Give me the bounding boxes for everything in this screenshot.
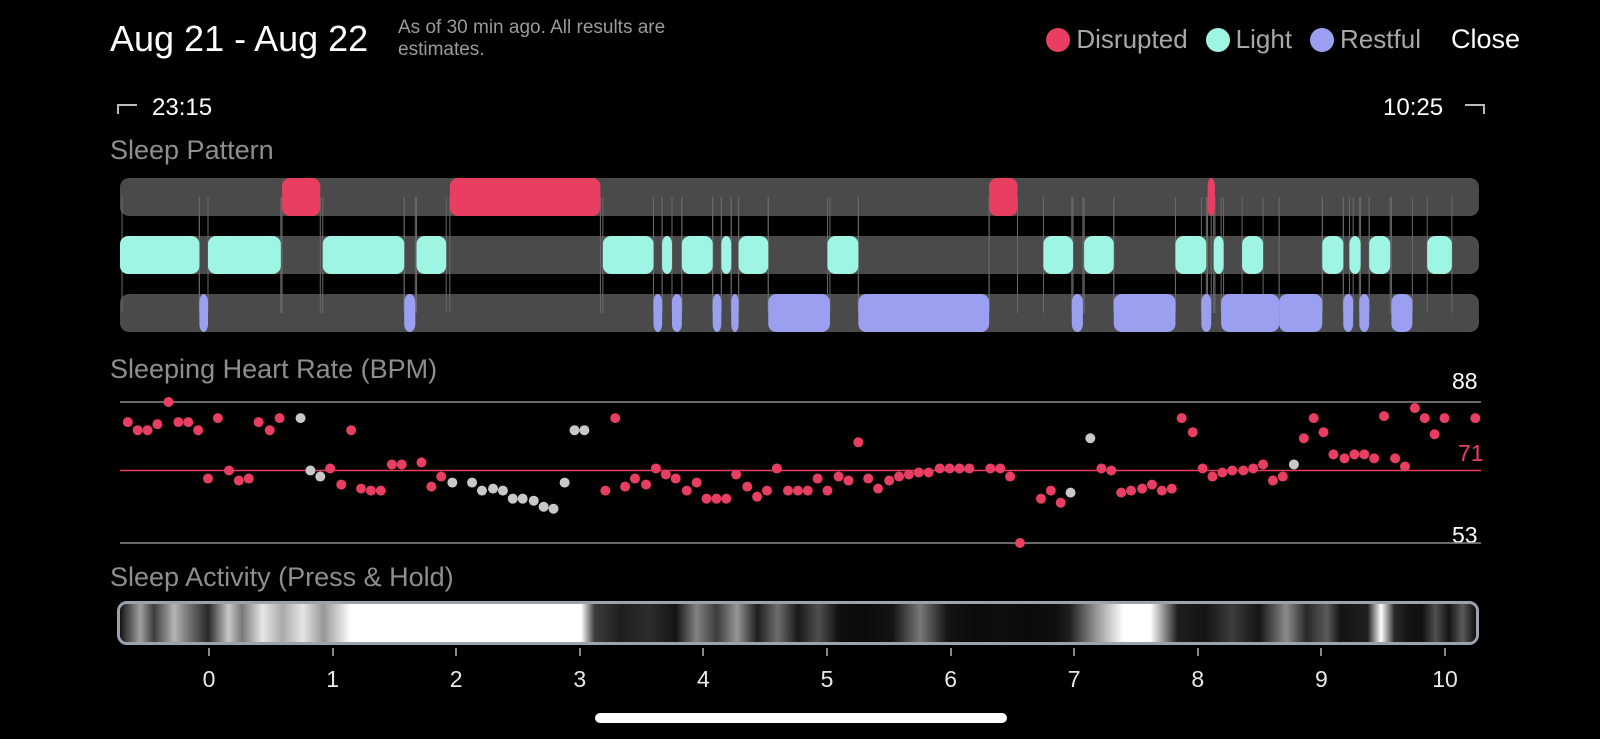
pattern-segment-light[interactable] [662,236,672,274]
pattern-segment-disrupted[interactable] [1207,178,1215,216]
pattern-segment-light[interactable] [1322,236,1344,274]
pattern-segment-restful[interactable] [1071,294,1083,332]
pattern-segment-restful[interactable] [653,294,663,332]
pattern-segment-restful[interactable] [1279,294,1323,332]
hour-tick-label: 3 [573,666,587,692]
hr-max-label: 88 [1452,368,1478,394]
hour-tick-mark [702,648,705,656]
page-title: Aug 21 - Aug 22 [110,18,369,59]
hour-tick-label: 6 [944,666,957,692]
pattern-segment-disrupted[interactable] [449,178,601,216]
pattern-segment-light[interactable] [416,236,447,274]
legend-label-disrupted: Disrupted [1076,24,1188,54]
estimate-note: As of 30 min ago. All results are estima… [398,17,666,60]
pattern-segment-restful[interactable] [712,294,722,332]
pattern-segment-restful[interactable] [1201,294,1212,332]
activity-heatmap[interactable] [120,604,1476,642]
pattern-segment-light[interactable] [721,236,732,274]
pattern-segment-restful[interactable] [1359,294,1370,332]
hour-tick-mark [1320,648,1323,656]
pattern-segment-restful[interactable] [1391,294,1413,332]
hour-tick-mark [455,648,458,656]
hour-tick-label: 4 [696,666,710,692]
close-button[interactable]: Close [1450,24,1520,54]
hour-tick-mark [826,648,828,656]
pattern-segment-restful[interactable] [404,294,416,332]
hour-tick-mark [331,648,334,656]
start-bracket-icon [117,104,137,114]
pattern-segment-light[interactable] [1084,236,1114,274]
pattern-segment-light[interactable] [120,236,200,274]
hour-tick-mark [949,648,952,656]
home-indicator[interactable] [595,713,1007,723]
pattern-segment-light[interactable] [1369,236,1391,274]
pattern-segment-restful[interactable] [199,294,208,332]
pattern-segment-light[interactable] [1175,236,1207,274]
disrupted-swatch [1046,27,1071,52]
pattern-segment-disrupted[interactable] [989,178,1018,216]
hour-tick-mark [578,648,581,656]
pattern-segment-light[interactable] [1349,236,1361,274]
heart-rate-heading: Sleeping Heart Rate (BPM) [110,354,438,384]
pattern-segment-light[interactable] [1427,236,1452,274]
pattern-segment-restful[interactable] [731,294,739,332]
pattern-segment-restful[interactable] [1113,294,1176,332]
hour-tick-mark [1444,648,1446,656]
pattern-segment-light[interactable] [827,236,859,274]
pattern-segment-light[interactable] [1242,236,1264,274]
sleep-activity-heading: Sleep Activity (Press & Hold) [110,562,454,592]
legend-label-restful: Restful [1340,24,1421,54]
hour-tick-label: 5 [820,666,834,692]
legend-label-light: Light [1235,24,1293,54]
pattern-segment-disrupted[interactable] [282,178,321,216]
sleep-pattern-heading: Sleep Pattern [110,135,274,165]
pattern-segment-restful[interactable] [768,294,830,332]
sleep-activity-scrubber[interactable] [117,601,1479,645]
pattern-segment-restful[interactable] [1343,294,1354,332]
hour-tick-label: 2 [449,666,463,692]
pattern-segment-light[interactable] [738,236,769,274]
hour-tick-mark [1073,648,1076,656]
hour-tick-mark [208,648,210,656]
pattern-segment-restful[interactable] [858,294,990,332]
pattern-segment-light[interactable] [602,236,654,274]
pattern-segment-restful[interactable] [671,294,682,332]
hour-tick-label: 1 [326,666,339,692]
hr-avg-label: 71 [1458,440,1484,466]
legend-item-restful: Restful [1310,24,1421,55]
legend-item-disrupted: Disrupted [1046,24,1188,55]
end-time: 10:25 [1383,94,1444,121]
hour-tick-label: 10 [1432,666,1458,692]
pattern-segment-light[interactable] [208,236,281,274]
hour-tick-label: 9 [1314,666,1328,692]
hour-tick-label: 8 [1191,666,1205,692]
legend-item-light: Light [1205,24,1293,55]
end-bracket-icon [1465,104,1485,114]
hour-tick-label: 0 [202,666,216,692]
light-swatch [1205,27,1230,52]
pattern-segment-light[interactable] [322,236,405,274]
hour-tick-label: 7 [1067,666,1081,692]
pattern-segment-light[interactable] [1213,236,1224,274]
hr-min-label: 53 [1452,522,1478,548]
hour-tick-mark [1196,648,1199,656]
pattern-segment-light[interactable] [681,236,713,274]
start-time: 23:15 [152,94,213,121]
pattern-segment-restful[interactable] [1221,294,1280,332]
legend: Disrupted Light Restful Close [1046,24,1520,55]
pattern-segment-light[interactable] [1043,236,1074,274]
pattern-track-light [120,236,1479,274]
restful-swatch [1310,27,1335,52]
